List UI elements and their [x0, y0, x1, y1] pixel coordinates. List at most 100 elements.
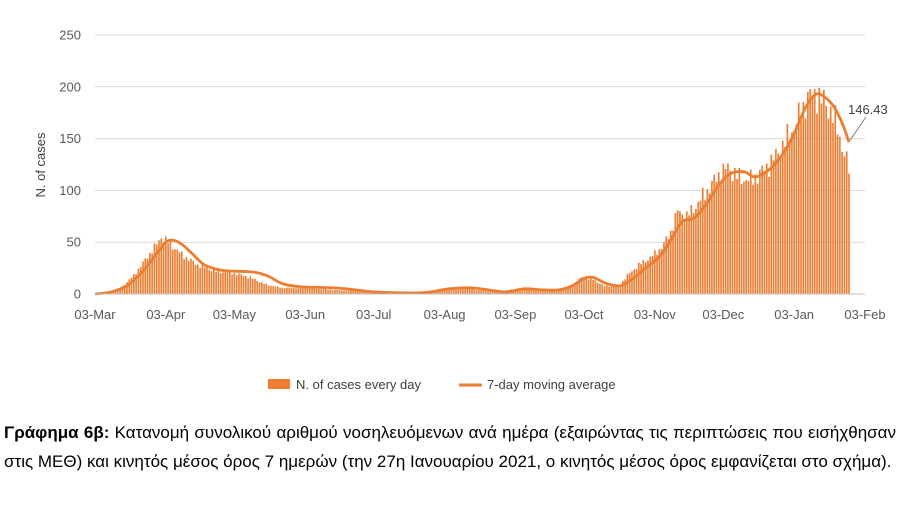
bar-day-292 [761, 165, 764, 294]
bar-day-308 [797, 102, 800, 294]
bar-day-37 [178, 252, 181, 294]
bar-day-91 [302, 287, 304, 294]
bar-day-93 [306, 288, 309, 294]
bar-day-323 [832, 122, 834, 294]
bar-day-15 [128, 279, 131, 294]
x-tick-label-9: 03-Dec [702, 307, 744, 322]
bar-day-36 [176, 249, 179, 294]
bar-day-318 [820, 103, 823, 294]
bar-day-270 [711, 180, 713, 294]
bar-day-267 [704, 200, 706, 294]
bar-day-213 [580, 277, 583, 294]
bar-day-206 [564, 287, 567, 294]
bar-day-33 [169, 241, 172, 294]
bar-day-169 [480, 290, 482, 294]
bar-day-100 [322, 289, 325, 294]
bar-day-42 [190, 258, 192, 294]
bar-day-24 [149, 252, 151, 294]
bar-day-43 [192, 260, 195, 294]
moving-average-line [94, 92, 851, 296]
bar-day-35 [174, 249, 176, 294]
bar-day-194 [537, 289, 540, 294]
bar-day-57 [224, 272, 227, 294]
bar-day-249 [663, 241, 665, 294]
bar-day-221 [599, 283, 601, 294]
bar-day-66 [244, 276, 247, 294]
bar-day-282 [738, 167, 741, 294]
bar-day-20 [139, 266, 142, 294]
bar-day-117 [361, 291, 364, 294]
bar-day-311 [804, 118, 807, 294]
bar-day-237 [635, 269, 638, 294]
bar-day-303 [786, 123, 789, 295]
bar-day-228 [615, 286, 617, 294]
bar-day-223 [603, 285, 606, 294]
bar-day-68 [249, 276, 252, 294]
bar-day-71 [256, 280, 259, 294]
x-tick-label-10: 03-Jan [774, 307, 814, 322]
bar-day-60 [231, 274, 233, 294]
legend: N. of cases every day 7-day moving avera… [268, 377, 616, 392]
bar-day-283 [740, 184, 743, 294]
bar-day-61 [233, 272, 236, 294]
x-tick-label-11: 03-Feb [844, 307, 885, 322]
bar-day-96 [313, 287, 316, 294]
bar-day-110 [345, 290, 348, 294]
bar-day-82 [281, 287, 284, 294]
bar-day-195 [539, 290, 542, 294]
y-tick-label-200: 200 [59, 79, 81, 94]
bar-day-89 [297, 287, 300, 294]
y-tick-label-50: 50 [67, 235, 81, 250]
bar-day-152 [441, 289, 444, 294]
bar-day-222 [601, 284, 604, 294]
bar-day-97 [315, 288, 318, 294]
bar-day-30 [162, 242, 165, 294]
bar-day-291 [759, 169, 761, 294]
bar-day-92 [304, 287, 307, 294]
bar-day-64 [240, 274, 243, 294]
bar-day-285 [745, 180, 748, 294]
bar-day-76 [267, 285, 270, 294]
bar-day-205 [562, 288, 565, 294]
bar-day-175 [494, 291, 496, 294]
bar-day-295 [768, 176, 770, 294]
bar-day-17 [133, 274, 135, 294]
bar-day-173 [489, 291, 492, 294]
bar-day-155 [448, 288, 450, 294]
bar-day-226 [610, 286, 613, 294]
bar-day-241 [644, 262, 647, 294]
x-tick-label-8: 03-Nov [634, 307, 676, 322]
bar-day-202 [555, 289, 558, 294]
bar-day-273 [717, 172, 720, 294]
bar-day-115 [356, 290, 359, 294]
y-tick-label-0: 0 [74, 287, 81, 302]
bar-day-279 [731, 181, 734, 294]
bar-day-302 [784, 146, 786, 294]
bar-day-329 [845, 151, 848, 294]
bar-day-328 [843, 156, 846, 294]
bar-day-114 [354, 291, 357, 294]
bar-day-315 [813, 88, 816, 294]
bar-day-252 [669, 230, 672, 294]
bar-day-293 [763, 171, 766, 294]
legend-label-bars: N. of cases every day [296, 377, 421, 392]
bar-day-170 [482, 290, 485, 294]
bar-day-258 [683, 221, 686, 294]
bar-day-243 [649, 256, 652, 294]
bar-day-224 [605, 285, 608, 294]
bar-day-214 [583, 278, 585, 294]
bar-day-299 [777, 153, 779, 294]
bar-day-49 [206, 267, 208, 294]
bar-day-75 [265, 283, 268, 294]
moving-average-layer [94, 92, 851, 296]
bar-day-94 [308, 287, 311, 294]
bar-day-116 [359, 291, 361, 294]
bar-day-87 [292, 287, 295, 294]
bar-day-266 [701, 187, 704, 294]
bar-day-161 [462, 287, 464, 294]
bar-day-81 [279, 287, 281, 294]
bar-day-108 [340, 290, 343, 294]
x-tick-label-3: 03-Jun [285, 307, 325, 322]
bar-day-189 [526, 288, 528, 294]
bar-day-34 [171, 249, 174, 294]
